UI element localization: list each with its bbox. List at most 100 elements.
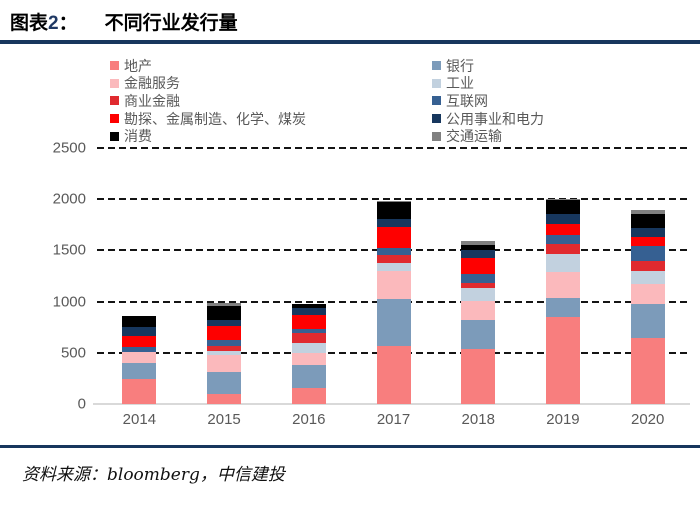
legend-swatch-icon xyxy=(110,61,119,71)
x-axis-line xyxy=(93,402,690,405)
bar-segment xyxy=(122,352,157,363)
bar-segment xyxy=(630,271,665,284)
bar-segment xyxy=(291,303,326,308)
y-tick-label: 0 xyxy=(77,395,86,413)
x-tick-label: 2017 xyxy=(376,410,411,428)
legend-item: 互联网 xyxy=(432,92,700,110)
bar-segment xyxy=(291,387,326,404)
bar-segment xyxy=(461,249,496,258)
bar-segment xyxy=(376,299,411,346)
bar-segment xyxy=(291,352,326,366)
bar-segment xyxy=(291,314,326,329)
bar-segment xyxy=(376,226,411,249)
y-tick-label: 1500 xyxy=(52,241,86,259)
bar-segment xyxy=(630,283,665,304)
footer-divider-rule xyxy=(0,444,700,448)
legend-item: 消费 xyxy=(110,127,432,145)
bar-segment xyxy=(461,257,496,275)
figure-title-text: 不同行业发行量 xyxy=(104,13,238,34)
bar-segment xyxy=(291,307,326,315)
legend-item: 地产 xyxy=(110,57,432,75)
x-tick-label: 2015 xyxy=(207,410,241,428)
legend-swatch-icon xyxy=(110,114,119,124)
bar-segment xyxy=(122,316,157,328)
bar-segment xyxy=(630,337,665,404)
bar-segment xyxy=(376,270,411,300)
bar-segment xyxy=(207,355,242,373)
legend-column-right: 银行 工业 互联网 公用事业和电力 交通运输 xyxy=(432,57,700,145)
figure-label-colon: ： xyxy=(58,13,78,34)
legend-swatch-icon xyxy=(432,61,441,71)
y-tick-label: 500 xyxy=(60,344,86,362)
bar-segment xyxy=(122,335,157,347)
bar-segment xyxy=(376,200,411,203)
bar-segment xyxy=(207,340,242,347)
bar-segment xyxy=(291,328,326,333)
bar-segment xyxy=(207,393,242,404)
bar-segment xyxy=(461,245,496,250)
bar-segment xyxy=(545,298,580,317)
legend-swatch-icon xyxy=(110,131,119,141)
bar-segment xyxy=(376,202,411,220)
bar-segment xyxy=(545,223,580,235)
bar-segment xyxy=(207,351,242,356)
bar-cell xyxy=(351,148,436,404)
y-tick-label: 2500 xyxy=(52,139,86,157)
bar-segment xyxy=(630,245,665,261)
bar-segment xyxy=(461,288,496,302)
x-tick-label: 2019 xyxy=(546,410,580,428)
bar-segment xyxy=(461,282,496,289)
legend-item: 交通运输 xyxy=(432,127,700,145)
bar-segment xyxy=(461,240,496,246)
bars-layer xyxy=(97,148,690,404)
x-axis-labels: 2014 2015 2016 2017 2018 2019 2020 xyxy=(97,411,690,428)
bar-segment xyxy=(461,301,496,320)
stacked-bar-chart-plot-area: 0 500 1000 1500 2000 2500 xyxy=(53,139,690,412)
figure-label-prefix: 图表 xyxy=(10,13,49,34)
stacked-bar-2017 xyxy=(376,200,411,404)
bar-segment xyxy=(376,248,411,255)
legend-item: 工业 xyxy=(432,75,700,93)
legend-label: 消费 xyxy=(124,128,152,145)
bar-segment xyxy=(122,327,157,336)
figure-number: 2 xyxy=(48,13,59,34)
legend-label: 金融服务 xyxy=(124,75,180,92)
stacked-bar-2018 xyxy=(461,240,496,404)
bar-segment xyxy=(630,260,665,272)
stacked-bar-2016 xyxy=(291,303,326,404)
stacked-bar-2014 xyxy=(122,316,157,404)
legend-swatch-icon xyxy=(432,96,441,106)
bar-segment xyxy=(376,345,411,404)
legend-swatch-icon xyxy=(110,78,119,88)
legend-item: 公用事业和电力 xyxy=(432,110,700,128)
legend-item: 银行 xyxy=(432,57,700,75)
title-divider-rule xyxy=(0,40,700,44)
bar-segment xyxy=(207,326,242,341)
legend-swatch-icon xyxy=(432,78,441,88)
legend-label: 商业金融 xyxy=(124,92,180,109)
bar-segment xyxy=(545,199,580,201)
bar-segment xyxy=(545,316,580,404)
legend-label: 勘探、金属制造、化学、煤炭 xyxy=(124,110,306,127)
bar-segment xyxy=(122,346,157,353)
bar-segment xyxy=(291,365,326,388)
bar-segment xyxy=(376,219,411,227)
source-note: 资料来源：bloomberg，中信建投 xyxy=(22,464,285,485)
bar-segment xyxy=(207,306,242,321)
bar-segment xyxy=(207,320,242,327)
legend-label: 地产 xyxy=(124,57,152,74)
bar-segment xyxy=(545,243,580,254)
bar-segment xyxy=(461,348,496,404)
legend-column-left: 地产 金融服务 商业金融 勘探、金属制造、化学、煤炭 消费 xyxy=(110,57,432,145)
legend-label: 工业 xyxy=(446,75,474,92)
stacked-bar-2019 xyxy=(545,199,580,404)
bar-segment xyxy=(122,379,157,404)
bar-cell xyxy=(266,148,351,404)
bar-cell xyxy=(605,148,690,404)
gridline xyxy=(97,198,690,201)
bar-segment xyxy=(545,200,580,214)
bar-segment xyxy=(376,262,411,271)
x-tick-label: 2020 xyxy=(630,410,665,428)
stacked-bar-2015 xyxy=(207,302,242,404)
